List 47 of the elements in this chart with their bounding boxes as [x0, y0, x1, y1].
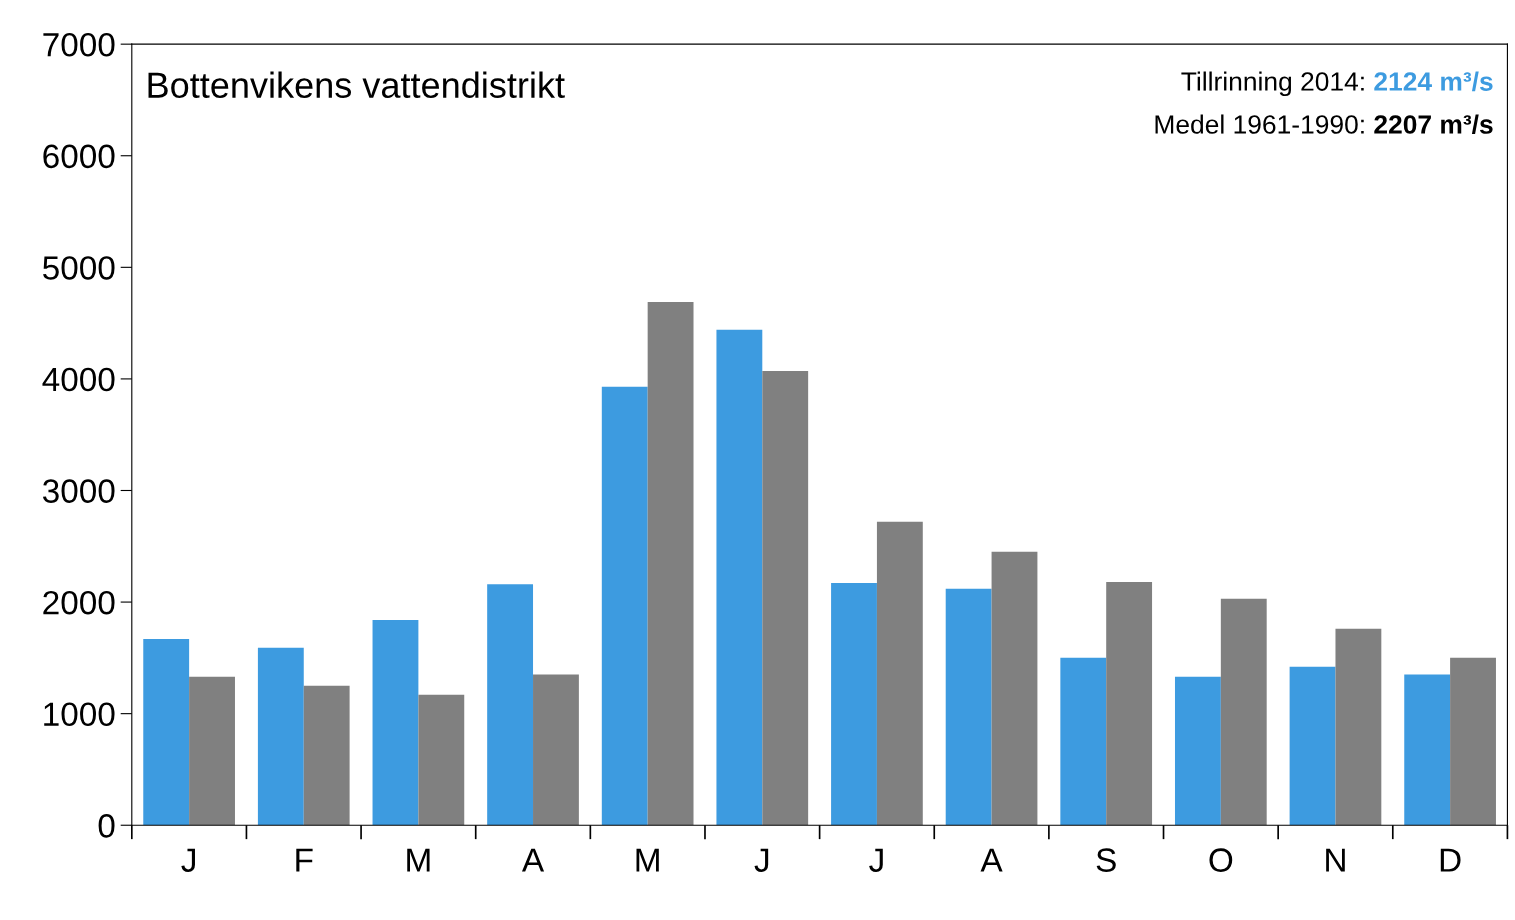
- bar: [601, 386, 648, 826]
- bar: [257, 647, 304, 826]
- y-tick-label: 7000: [43, 32, 115, 57]
- bar: [143, 638, 190, 826]
- x-tick-label: M: [407, 848, 430, 872]
- y-tick-label: 5000: [43, 256, 115, 280]
- x-tick-label: A: [521, 848, 545, 872]
- y-tick-label: 2000: [43, 590, 115, 615]
- bar: [876, 521, 923, 826]
- y-tick-label: 0: [98, 814, 115, 838]
- bar: [533, 674, 579, 826]
- bar: [1106, 581, 1153, 826]
- y-tick-label: 3000: [42, 479, 115, 503]
- bar: [1450, 657, 1496, 826]
- bar: [1335, 628, 1382, 826]
- y-tick-label: 1000: [44, 702, 115, 727]
- x-tick-label: J: [869, 848, 883, 872]
- bar: [762, 371, 809, 826]
- x-tick-label: J: [754, 848, 769, 872]
- bar: [945, 588, 992, 826]
- bar: [418, 694, 465, 826]
- x-tick-label: O: [1209, 848, 1233, 872]
- bar: [1174, 676, 1221, 826]
- bar: [189, 676, 235, 826]
- bar: [1060, 657, 1107, 826]
- x-tick-label: D: [1440, 848, 1461, 872]
- y-tick-label: 4000: [42, 367, 115, 392]
- x-tick-label: M: [636, 848, 659, 872]
- annotation: Medel 1961-1990: 2207 m³/s: [1155, 114, 1493, 135]
- x-tick-label: N: [1326, 848, 1345, 872]
- bar: [487, 584, 534, 826]
- annotation: Tillrinning 2014: 2124 m³/s: [1181, 71, 1493, 97]
- bar: [1289, 666, 1336, 826]
- x-tick-label: J: [181, 848, 195, 872]
- bar: [831, 583, 877, 826]
- x-tick-label: A: [980, 848, 1003, 872]
- text: Bottenvikens vattendistrikt: [148, 71, 565, 99]
- bar: [303, 685, 350, 826]
- x-tick-label: S: [1096, 848, 1116, 872]
- bar: [372, 619, 419, 826]
- bar: [1404, 674, 1451, 826]
- x-tick-label: F: [296, 848, 313, 872]
- bar: [1220, 598, 1267, 826]
- bar: [716, 329, 763, 826]
- bar: [991, 551, 1038, 826]
- bar: [647, 301, 694, 826]
- y-tick-label: 6000: [43, 144, 115, 169]
